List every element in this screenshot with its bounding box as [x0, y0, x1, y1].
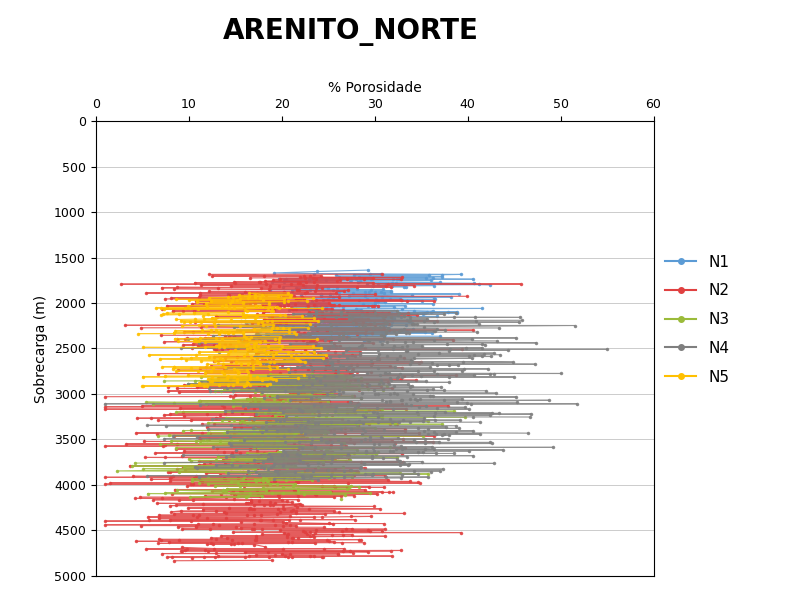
N1	[376, 270, 386, 278]
N4	[336, 308, 346, 316]
N1	[363, 267, 372, 274]
N2	[316, 272, 326, 279]
Text: ARENITO_NORTE: ARENITO_NORTE	[222, 18, 479, 46]
N3	[337, 371, 347, 378]
N1	[312, 268, 322, 275]
N3	[196, 373, 206, 381]
N1	[308, 270, 318, 277]
N5	[245, 290, 254, 297]
Y-axis label: Sobrecarga (m): Sobrecarga (m)	[34, 295, 49, 402]
N2	[300, 274, 310, 281]
N3	[265, 371, 275, 378]
N3	[245, 371, 254, 379]
N4	[305, 305, 315, 312]
N3	[240, 373, 249, 380]
Line: N3: N3	[200, 373, 351, 379]
N5	[229, 293, 238, 300]
N3	[307, 371, 316, 378]
X-axis label: % Porosidade: % Porosidade	[328, 81, 422, 95]
N5	[286, 291, 296, 299]
N5	[257, 291, 266, 298]
N2	[305, 273, 315, 280]
Line: N5: N5	[232, 292, 292, 298]
N5	[234, 292, 244, 299]
N3	[344, 374, 353, 381]
Line: N1: N1	[273, 269, 382, 275]
N5	[249, 292, 259, 299]
N3	[309, 374, 319, 381]
N4	[311, 308, 320, 316]
N2	[299, 273, 308, 280]
N5	[283, 289, 292, 296]
N4	[311, 307, 320, 315]
N2	[397, 274, 406, 281]
N2	[205, 271, 214, 278]
N2	[296, 273, 305, 281]
N1	[269, 269, 279, 276]
N5	[273, 292, 282, 299]
Legend: N1, N2, N3, N4, N5: N1, N2, N3, N4, N5	[659, 248, 736, 391]
N4	[392, 307, 402, 315]
Line: N2: N2	[208, 273, 402, 279]
N3	[346, 372, 355, 379]
N2	[377, 270, 387, 278]
Line: N4: N4	[309, 308, 398, 313]
N5	[245, 293, 254, 300]
N2	[259, 272, 269, 279]
N2	[207, 273, 217, 280]
